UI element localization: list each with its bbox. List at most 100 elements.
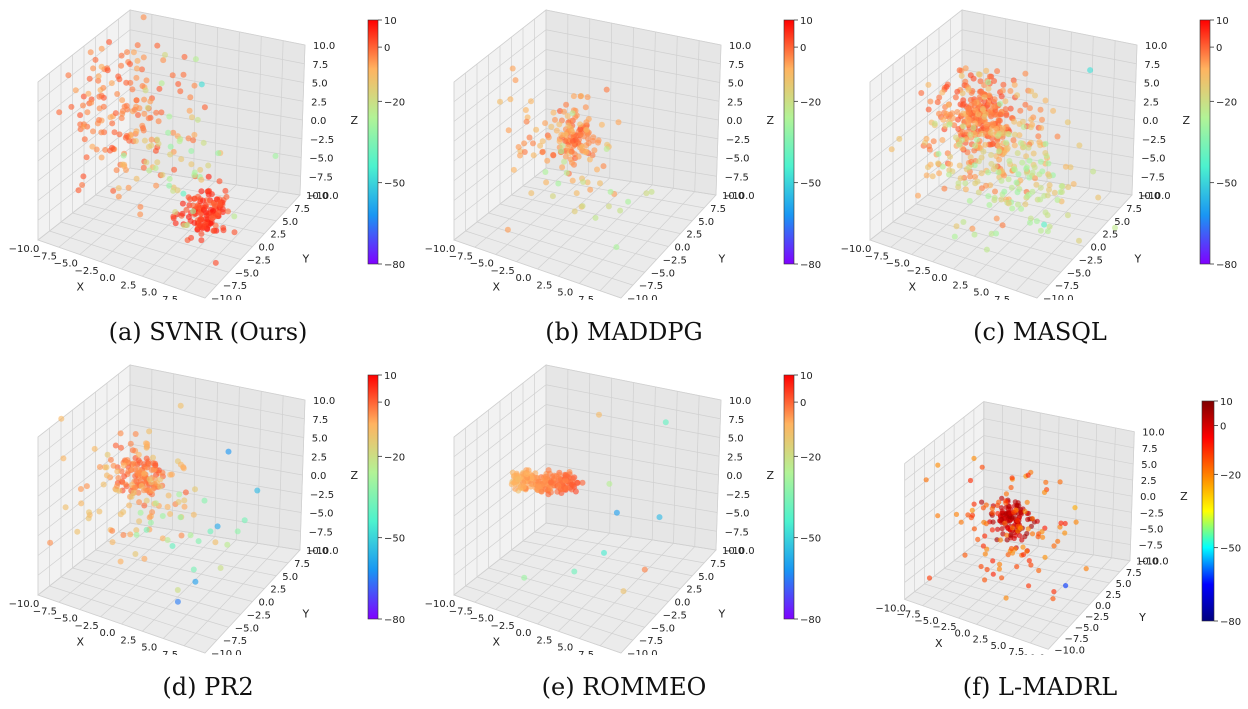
data-point bbox=[1026, 583, 1032, 589]
grid-line bbox=[118, 531, 289, 564]
grid-line bbox=[214, 27, 218, 182]
y-tick-label: 10.0 bbox=[306, 546, 328, 557]
data-point bbox=[1018, 509, 1024, 515]
colorbar-tick-label: −80 bbox=[1216, 260, 1237, 271]
data-point bbox=[92, 56, 99, 63]
data-point bbox=[564, 144, 571, 151]
z-tick-label: −2.5 bbox=[726, 490, 750, 501]
data-point bbox=[116, 487, 123, 494]
subfigure-caption: (a) SVNR (Ours) bbox=[108, 318, 308, 346]
data-point bbox=[553, 127, 560, 134]
z-tick-label: 0.0 bbox=[727, 471, 743, 482]
x-tick-label: 5.0 bbox=[141, 288, 157, 299]
data-point bbox=[134, 57, 141, 64]
data-point bbox=[923, 172, 930, 179]
data-point bbox=[953, 134, 959, 141]
y-tick-label: 5.0 bbox=[282, 217, 298, 228]
data-point bbox=[47, 539, 54, 546]
data-point bbox=[1008, 184, 1015, 191]
data-point bbox=[970, 124, 977, 131]
data-point bbox=[548, 123, 555, 130]
data-point bbox=[972, 173, 978, 180]
data-point bbox=[542, 486, 549, 493]
data-point bbox=[971, 162, 978, 169]
data-point bbox=[1009, 205, 1016, 212]
data-point bbox=[77, 486, 84, 492]
data-point bbox=[80, 123, 87, 130]
data-point bbox=[997, 518, 1003, 524]
grid-line bbox=[183, 546, 280, 646]
y-tick-label: −2.5 bbox=[247, 255, 271, 266]
data-point bbox=[978, 170, 985, 177]
data-point bbox=[971, 526, 977, 532]
y-tick-label: 2.5 bbox=[686, 585, 702, 596]
data-point bbox=[114, 468, 121, 475]
colorbar-tick-label: 10 bbox=[1220, 397, 1233, 408]
y-tick-label: 7.5 bbox=[710, 204, 726, 215]
chart-panel: −10.0−7.5−5.0−2.50.02.55.07.510.0−10.0−7… bbox=[416, 0, 832, 354]
data-point bbox=[1003, 595, 1009, 601]
data-point bbox=[568, 148, 575, 155]
data-point bbox=[1014, 189, 1021, 196]
z-tick-label: −2.5 bbox=[310, 135, 334, 146]
data-point bbox=[207, 220, 214, 227]
data-point bbox=[539, 148, 546, 155]
z-tick-label: 2.5 bbox=[311, 97, 327, 108]
x-tick-label: 7.5 bbox=[162, 650, 178, 655]
data-point bbox=[119, 97, 126, 104]
z-tick-label: 2.5 bbox=[311, 452, 327, 463]
y-tick-label: −5.0 bbox=[235, 268, 259, 279]
data-point bbox=[139, 83, 146, 89]
data-point bbox=[960, 219, 967, 225]
grid-line bbox=[974, 184, 1069, 277]
data-point bbox=[102, 146, 109, 153]
data-point bbox=[191, 195, 198, 202]
data-point bbox=[515, 144, 522, 150]
data-point bbox=[133, 65, 140, 72]
subfigure-caption: (c) MASQL bbox=[973, 318, 1107, 346]
grid-line bbox=[961, 49, 1136, 83]
data-point bbox=[110, 187, 117, 194]
data-point bbox=[999, 87, 1006, 94]
y-tick-label: 5.0 bbox=[698, 572, 714, 583]
data-point bbox=[1037, 196, 1044, 203]
data-point bbox=[994, 502, 1001, 508]
data-point bbox=[136, 518, 143, 525]
data-point bbox=[562, 477, 569, 484]
data-point bbox=[943, 110, 950, 117]
x-tick-label: 7.5 bbox=[994, 295, 1010, 300]
data-point bbox=[100, 84, 107, 91]
data-point bbox=[497, 98, 503, 105]
data-point bbox=[605, 203, 612, 210]
data-point bbox=[956, 141, 963, 148]
data-point bbox=[210, 207, 216, 214]
data-point bbox=[962, 552, 968, 558]
data-point bbox=[141, 137, 148, 144]
grid-line bbox=[1093, 424, 1098, 555]
data-point bbox=[164, 503, 171, 510]
data-point bbox=[120, 532, 127, 538]
data-point bbox=[176, 138, 183, 145]
data-point bbox=[75, 187, 82, 194]
grid-line bbox=[453, 404, 547, 477]
data-point bbox=[1011, 166, 1017, 172]
data-point bbox=[998, 93, 1005, 100]
data-point bbox=[569, 177, 576, 184]
x-tick-label: −10.0 bbox=[875, 603, 906, 614]
data-point bbox=[949, 110, 956, 117]
data-point bbox=[601, 549, 607, 556]
data-point bbox=[152, 500, 159, 507]
grid-line bbox=[983, 435, 1134, 465]
y-tick-label: 10.0 bbox=[722, 546, 744, 557]
data-point bbox=[577, 93, 584, 100]
grid-line bbox=[983, 452, 1133, 481]
data-point bbox=[935, 150, 942, 157]
colorbar-tick-label: 0 bbox=[1216, 43, 1222, 54]
data-point bbox=[79, 182, 86, 188]
data-point bbox=[982, 551, 988, 557]
data-point bbox=[90, 128, 96, 135]
z-tick-label: 7.5 bbox=[312, 415, 328, 426]
data-point bbox=[1043, 479, 1049, 485]
data-point bbox=[200, 139, 207, 146]
